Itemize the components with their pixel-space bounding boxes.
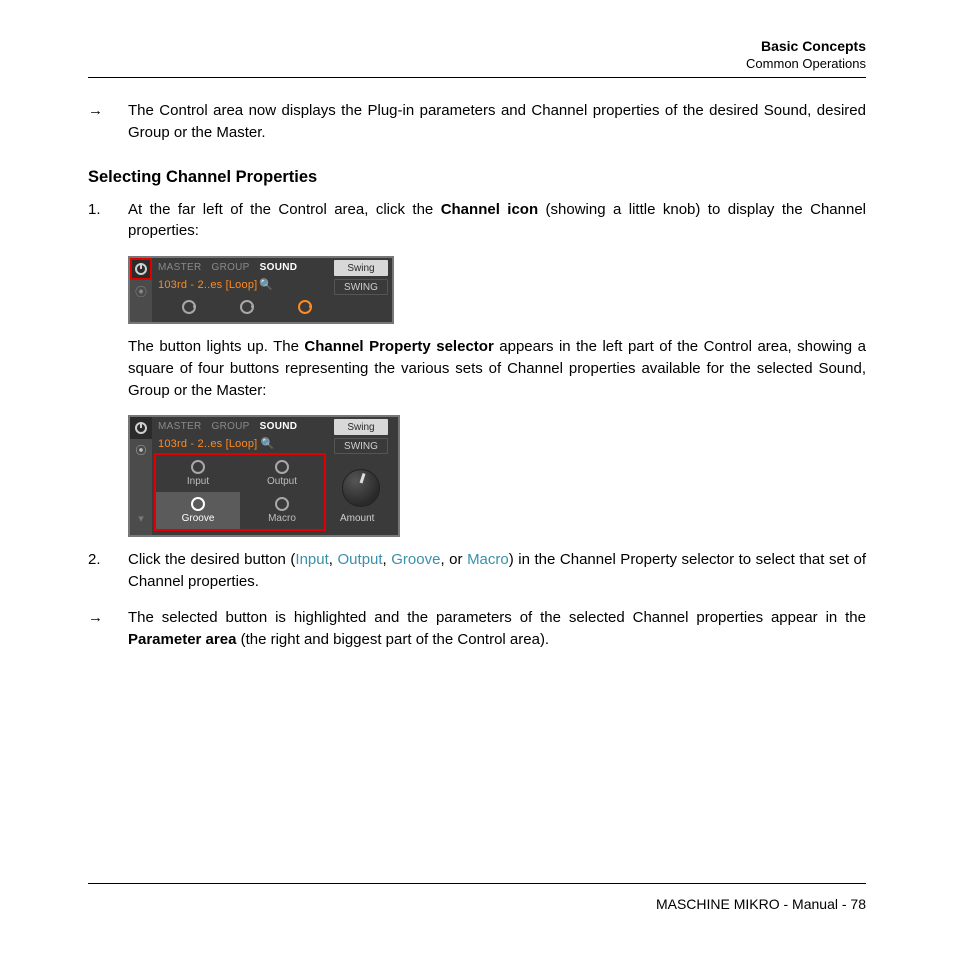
- step-2-text: Click the desired button (Input, Output,…: [128, 549, 866, 593]
- after-step1-text: The button lights up. The Channel Proper…: [128, 336, 866, 401]
- sep-or: , or: [440, 551, 467, 568]
- pill-swing: Swing: [334, 260, 388, 276]
- channel-property-selector: Input Output Groove Macro: [154, 453, 326, 531]
- link-input[interactable]: Input: [295, 551, 328, 568]
- screenshot-property-selector: ⦿ ▾ MASTER GROUP SOUND 103rd - 2..es [Loop…: [128, 415, 400, 537]
- after1-a: The button lights up. The: [128, 338, 304, 355]
- step-1: 1. At the far left of the Control area, …: [88, 199, 866, 243]
- cell-macro-label: Macro: [268, 513, 296, 524]
- pill-swing-dark: SWING: [334, 279, 388, 295]
- final-b: (the right and biggest part of the Contr…: [236, 631, 549, 648]
- sound-name-text: 103rd - 2..es [Loop]: [158, 279, 257, 291]
- step2-a: Click the desired button (: [128, 551, 295, 568]
- sep2: ,: [383, 551, 392, 568]
- sound-name: 103rd - 2..es [Loop]🔍: [158, 278, 273, 291]
- step-2-number: 2.: [88, 549, 128, 593]
- final-a: The selected button is highlighted and t…: [128, 609, 866, 626]
- tab-master-2: MASTER: [158, 421, 201, 432]
- sound-name-2: 103rd - 2..es [Loop] 🔍: [158, 437, 275, 450]
- page-pills-2: Swing SWING: [334, 419, 388, 457]
- arrow-marker-2: →: [88, 607, 128, 651]
- intro-text: The Control area now displays the Plug-i…: [128, 100, 866, 144]
- sep1: ,: [329, 551, 338, 568]
- tab-group: GROUP: [211, 262, 249, 273]
- cell-groove: Groove: [156, 492, 240, 529]
- groove-icon: [298, 300, 312, 314]
- page-header: Basic Concepts Common Operations: [88, 38, 866, 71]
- groove-icon-2: [191, 497, 205, 511]
- amount-knob: [342, 469, 380, 507]
- side-column-2: ⦿ ▾: [130, 417, 152, 535]
- footer-rule: [88, 883, 866, 884]
- level-tabs: MASTER GROUP SOUND: [158, 262, 307, 273]
- knob-icon: [135, 263, 147, 275]
- cell-output-label: Output: [267, 476, 297, 487]
- step-1-text: At the far left of the Control area, cli…: [128, 199, 866, 243]
- step-2: 2. Click the desired button (Input, Outp…: [88, 549, 866, 593]
- output-icon-2: [275, 460, 289, 474]
- search-icon-2: 🔍: [261, 438, 275, 450]
- cell-groove-label: Groove: [182, 513, 215, 524]
- pill-swing-2: Swing: [334, 419, 388, 435]
- channel-icon-highlight: [130, 258, 152, 280]
- screenshot-channel-icon: ⦿ MASTER GROUP SOUND 103rd - 2..es [Loop]🔍…: [128, 256, 394, 324]
- intro-row: → The Control area now displays the Plug…: [88, 100, 866, 144]
- level-tabs-2: MASTER GROUP SOUND: [158, 421, 307, 432]
- final-row: → The selected button is highlighted and…: [88, 607, 866, 651]
- chevron-down-icon: ▾: [130, 507, 152, 529]
- section-heading: Selecting Channel Properties: [88, 168, 866, 187]
- footer-text: MASCHINE MIKRO - Manual - 78: [656, 896, 866, 912]
- macro-icon: [275, 497, 289, 511]
- step-1-number: 1.: [88, 199, 128, 243]
- arrow-marker: →: [88, 100, 128, 144]
- spacer: [88, 336, 128, 401]
- step1-bold: Channel icon: [441, 201, 538, 218]
- output-icon: [240, 300, 254, 314]
- link-output[interactable]: Output: [338, 551, 383, 568]
- cell-output: Output: [240, 455, 324, 492]
- final-text: The selected button is highlighted and t…: [128, 607, 866, 651]
- tab-sound: SOUND: [260, 262, 298, 273]
- cell-macro: Macro: [240, 492, 324, 529]
- search-icon: 🔍: [259, 279, 273, 291]
- cell-input-label: Input: [187, 476, 209, 487]
- step1-a: At the far left of the Control area, cli…: [128, 201, 441, 218]
- input-icon-2: [191, 460, 205, 474]
- tab-group-2: GROUP: [211, 421, 249, 432]
- header-subtitle: Common Operations: [88, 56, 866, 71]
- amount-label: Amount: [340, 513, 374, 524]
- cell-input: Input: [156, 455, 240, 492]
- plugin-icon-2: ⦿: [130, 439, 152, 461]
- property-icons-row: [182, 300, 312, 314]
- sound-name-2-text: 103rd - 2..es [Loop]: [158, 438, 257, 450]
- tab-master: MASTER: [158, 262, 201, 273]
- header-title: Basic Concepts: [88, 38, 866, 54]
- pill-swing-dark-2: SWING: [334, 438, 388, 454]
- link-groove[interactable]: Groove: [391, 551, 440, 568]
- input-icon: [182, 300, 196, 314]
- final-bold: Parameter area: [128, 631, 236, 648]
- page-pills: Swing SWING: [334, 260, 388, 298]
- plugin-icon: ⦿: [130, 280, 152, 302]
- after-step1: The button lights up. The Channel Proper…: [88, 336, 866, 401]
- after1-bold: Channel Property selector: [304, 338, 493, 355]
- link-macro[interactable]: Macro: [467, 551, 509, 568]
- tab-sound-2: SOUND: [260, 421, 298, 432]
- knob-icon-2: [130, 417, 152, 439]
- header-rule: [88, 77, 866, 78]
